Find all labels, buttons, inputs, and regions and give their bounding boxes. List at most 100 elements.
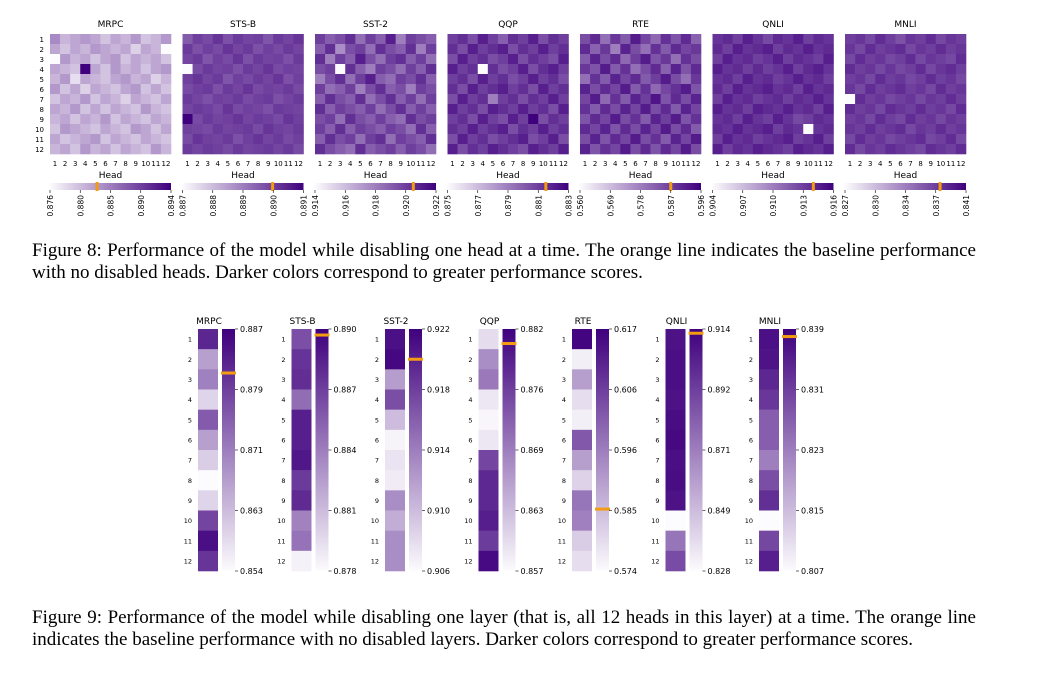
fig8-colorbar-tick: 0.885: [107, 195, 116, 217]
fig8-heatmap-cell: [365, 134, 376, 145]
fig8-heatmap-cell: [855, 44, 866, 55]
fig8-heatmap-cell: [243, 104, 254, 115]
fig9-baseline-marker: [408, 357, 423, 361]
fig9-heatmap-cell: [385, 389, 405, 410]
fig8-colorbar: [447, 183, 569, 190]
fig8-heatmap-cell: [712, 64, 723, 75]
fig8-heatmap-cell: [232, 74, 244, 85]
fig8-heatmap-cell: [600, 74, 611, 85]
fig9-baseline-marker: [688, 331, 704, 335]
fig8-heatmap-cell: [395, 34, 407, 45]
fig8-heatmap-cell: [365, 84, 376, 95]
fig9-heatmap-cell: [478, 369, 499, 390]
fig8-heatmap-cell: [518, 34, 529, 45]
fig8-heatmap-cell: [823, 64, 834, 75]
fig8-head-tick: 7: [113, 160, 117, 168]
fig9-heatmap-cell: [665, 550, 686, 572]
fig8-heatmap-cell: [712, 134, 723, 145]
fig8-heatmap-cell: [457, 74, 468, 85]
fig8-heatmap-cell: [263, 134, 274, 145]
fig9-layer-tick: 1: [188, 336, 192, 344]
fig9-layer-tick: 10: [558, 517, 566, 525]
fig8-heatmap-cell: [110, 44, 121, 55]
fig9-panel-title: MRPC: [196, 317, 222, 327]
fig9-heatmap-cell: [572, 329, 592, 350]
fig8-heatmap-cell: [243, 44, 254, 55]
fig8-heatmap-cell: [395, 134, 407, 145]
fig9-colorbar-tick: 0.839: [801, 325, 824, 334]
fig8-heatmap-cell: [497, 74, 509, 85]
fig8-heatmap-cell: [752, 104, 764, 115]
fig8-heatmap-cell: [325, 94, 336, 105]
fig8-heatmap-cell: [212, 44, 224, 55]
fig8-heatmap-cell: [150, 144, 162, 155]
fig8-heatmap-cell: [365, 34, 376, 45]
fig8-heatmap-cell: [925, 114, 937, 125]
fig9-layer-tick: 11: [651, 537, 659, 545]
fig9-heatmap-cell: [478, 490, 499, 511]
fig8-heatmap-cell: [640, 84, 651, 95]
fig8-heatmap-cell: [538, 84, 549, 95]
fig8-heatmap-cell: [467, 104, 479, 115]
fig8-heatmap-cell: [263, 114, 274, 125]
fig8-heatmap-cell: [712, 44, 723, 55]
fig8-heatmap-cell: [70, 54, 81, 65]
fig8-heatmap-cell: [855, 134, 866, 145]
fig8-heatmap-cell: [405, 124, 417, 135]
fig9-layer-tick: 12: [277, 557, 285, 565]
fig8-heatmap-cell: [447, 144, 458, 155]
fig8-head-tick: 4: [613, 160, 618, 168]
fig8-heatmap-cell: [222, 84, 234, 95]
fig8-heatmap-cell: [690, 124, 702, 135]
fig8-heatmap-cell: [630, 124, 641, 135]
fig8-heatmap-cell: [690, 84, 702, 95]
fig8-heatmap-cell: [518, 44, 529, 55]
fig8-heatmap-cell: [395, 64, 407, 75]
fig9-colorbar-tick: 0.914: [708, 325, 731, 334]
fig9-colorbar: [689, 329, 703, 571]
fig8-heatmap-cell: [50, 134, 61, 145]
fig9-layer-tick: 6: [375, 436, 379, 444]
fig8-heatmap-cell: [110, 114, 121, 125]
fig8-head-tick: 11: [549, 160, 558, 168]
fig8-heatmap-cell: [855, 64, 866, 75]
fig8-baseline-marker: [669, 182, 673, 191]
fig9-layer-tick: 4: [749, 396, 753, 404]
fig8-heatmap-cell: [232, 124, 244, 135]
fig8-heatmap-cell: [752, 134, 764, 145]
fig8-heatmap-cell: [680, 84, 692, 95]
fig9-heatmap-cell: [478, 409, 499, 431]
fig8-heatmap-cell: [762, 94, 774, 105]
fig8-heatmap-cell: [477, 34, 489, 45]
fig8-heatmap-cell: [875, 124, 886, 135]
fig8-heatmap-cell: [487, 54, 499, 65]
fig8-heatmap-cell: [650, 44, 661, 55]
fig8-heatmap-cell: [722, 84, 733, 95]
fig8-heatmap-cell: [385, 94, 396, 105]
fig8-heatmap-cell: [742, 64, 754, 75]
fig8-heatmap-cell: [487, 64, 499, 75]
fig9-heatmap-cell: [291, 389, 312, 410]
fig8-heatmap-cell: [263, 124, 274, 135]
fig8-heatmap-cell: [60, 124, 71, 135]
fig8-heatmap-cell: [620, 34, 631, 45]
fig8-heatmap-cell: [630, 34, 641, 45]
fig8-heatmap-cell: [945, 134, 957, 145]
fig8-heatmap-cell: [253, 104, 264, 115]
fig8-heatmap-cell: [325, 134, 336, 145]
fig8-heatmap-cell: [865, 64, 876, 75]
fig8-heatmap-cell: [690, 104, 702, 115]
fig8-heatmap-cell: [690, 114, 702, 125]
fig9-colorbar-tick: 0.887: [240, 325, 263, 334]
fig8-heatmap-cell: [365, 44, 376, 55]
fig8-heatmap-cell: [50, 54, 61, 65]
fig8-heatmap-cell: [345, 44, 356, 55]
fig8-heatmap-cell: [803, 74, 814, 85]
fig9-heatmap-cell: [198, 510, 218, 531]
fig9-heatmap-cell: [759, 530, 779, 552]
fig8-heatmap-cell: [640, 94, 651, 105]
fig8-heatmap-cell: [405, 134, 417, 145]
fig9-colorbar-tick: 0.882: [521, 325, 544, 334]
fig8-heatmap-cell: [650, 94, 661, 105]
